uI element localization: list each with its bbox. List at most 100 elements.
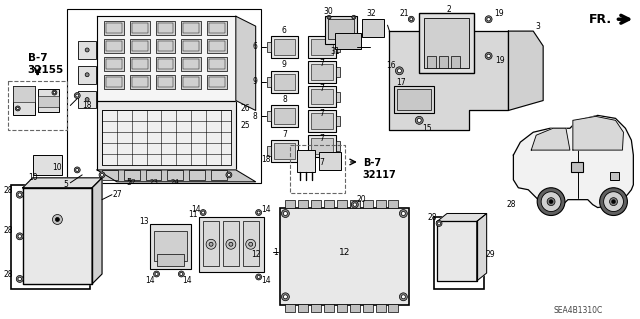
Bar (223, 221, 239, 266)
Bar (189, 170, 205, 180)
Text: 28: 28 (3, 271, 13, 279)
Bar (132, 23, 148, 33)
Circle shape (282, 293, 289, 301)
Bar (199, 218, 264, 272)
Bar (451, 56, 460, 68)
Text: 14: 14 (145, 277, 154, 286)
Text: 27: 27 (112, 190, 122, 199)
Bar (273, 143, 295, 159)
Bar (156, 21, 175, 35)
Circle shape (397, 69, 401, 73)
Circle shape (353, 203, 356, 206)
Circle shape (257, 276, 260, 278)
Bar (336, 67, 340, 77)
Bar (181, 21, 201, 35)
Bar (106, 41, 122, 51)
Circle shape (399, 293, 407, 301)
Text: 7: 7 (282, 130, 287, 139)
Bar (13, 85, 35, 101)
Circle shape (16, 233, 23, 240)
Circle shape (76, 94, 79, 97)
Polygon shape (92, 178, 102, 284)
Bar (154, 231, 188, 261)
Text: 12: 12 (251, 250, 260, 259)
Circle shape (487, 54, 490, 58)
Circle shape (604, 192, 623, 211)
Text: 19: 19 (496, 56, 506, 65)
Bar (439, 56, 448, 68)
Circle shape (399, 210, 407, 218)
Circle shape (56, 218, 60, 221)
Polygon shape (97, 170, 255, 182)
Bar (243, 221, 259, 266)
Circle shape (85, 48, 89, 52)
Bar (280, 208, 410, 305)
Circle shape (487, 18, 490, 21)
Bar (168, 170, 183, 180)
Bar (427, 56, 436, 68)
Circle shape (401, 211, 405, 216)
Bar (336, 42, 340, 52)
Bar (609, 172, 620, 180)
Bar (311, 200, 321, 208)
Circle shape (76, 168, 79, 171)
Text: 25: 25 (241, 121, 251, 130)
Circle shape (227, 174, 230, 176)
Text: 30: 30 (323, 7, 333, 16)
Text: 29: 29 (486, 250, 495, 259)
Polygon shape (477, 213, 486, 281)
Bar (132, 41, 148, 51)
Bar (336, 141, 340, 151)
Text: 6: 6 (282, 26, 287, 35)
Polygon shape (97, 16, 236, 100)
Text: 14: 14 (260, 277, 270, 286)
Polygon shape (508, 31, 543, 110)
Text: 28: 28 (507, 200, 516, 209)
Text: 14: 14 (260, 205, 270, 214)
Text: B-7
32155: B-7 32155 (28, 53, 64, 75)
Bar (336, 92, 340, 101)
Bar (363, 304, 372, 312)
Polygon shape (513, 115, 634, 208)
Circle shape (226, 239, 236, 249)
Text: 9: 9 (282, 60, 287, 69)
Circle shape (327, 15, 331, 19)
Bar (271, 71, 298, 93)
Circle shape (328, 16, 330, 18)
Bar (267, 42, 271, 52)
Circle shape (100, 174, 104, 176)
Bar (33, 155, 62, 175)
Bar (273, 74, 295, 90)
Bar (104, 57, 124, 71)
Circle shape (396, 67, 403, 75)
Bar (102, 170, 118, 180)
Bar (311, 114, 333, 129)
Bar (183, 77, 199, 87)
Bar (298, 304, 308, 312)
Circle shape (352, 15, 356, 19)
Bar (271, 36, 298, 58)
Bar (106, 77, 122, 87)
Bar (130, 75, 150, 89)
Bar (181, 39, 201, 53)
Text: 7: 7 (319, 59, 324, 68)
Bar (157, 23, 173, 33)
Bar (337, 200, 347, 208)
Circle shape (282, 210, 289, 218)
Circle shape (154, 271, 159, 277)
Text: 15: 15 (422, 124, 432, 133)
Circle shape (255, 274, 262, 280)
Circle shape (99, 172, 105, 178)
Bar (319, 152, 341, 170)
Text: 31: 31 (330, 48, 340, 56)
Bar (156, 75, 175, 89)
Bar (67, 9, 260, 183)
Bar (157, 254, 184, 266)
Circle shape (85, 98, 89, 101)
Circle shape (410, 18, 413, 21)
Circle shape (257, 211, 260, 214)
Circle shape (284, 211, 287, 216)
Circle shape (226, 172, 232, 178)
Circle shape (249, 242, 253, 246)
Bar (267, 111, 271, 121)
